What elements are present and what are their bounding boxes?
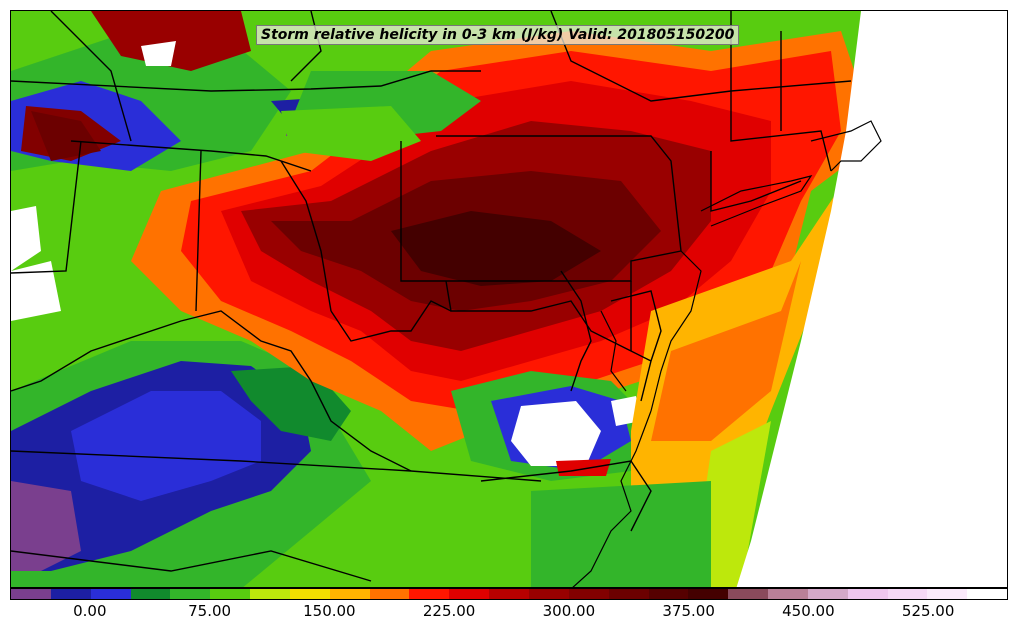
colorbar-segment xyxy=(528,589,569,599)
colorbar-segment xyxy=(807,589,848,599)
map-title: Storm relative helicity in 0-3 km (J/kg)… xyxy=(256,25,740,45)
colorbar-segment xyxy=(90,589,131,599)
chesapeake-region xyxy=(451,371,651,481)
colorbar-tick-label: 150.00 xyxy=(303,602,356,620)
colorbar-segment xyxy=(489,589,529,599)
colorbar-segment xyxy=(847,589,888,599)
colorbar-tick-label: 450.00 xyxy=(782,602,835,620)
colorbar-segment xyxy=(130,589,171,599)
colorbar-tick-label: 375.00 xyxy=(662,602,715,620)
political-borders xyxy=(11,11,852,582)
colorbar-segment xyxy=(250,589,290,599)
no-data-region xyxy=(736,11,1007,587)
colorbar-segment xyxy=(170,589,211,599)
colorbar-segment xyxy=(728,589,769,599)
atlantic-coast xyxy=(531,171,851,587)
colorbar-tick-label: 525.00 xyxy=(901,602,955,620)
colorbar-segment xyxy=(210,589,251,599)
colorbar-segment xyxy=(329,589,370,599)
colorbar-segment xyxy=(289,589,330,599)
helicity-map xyxy=(11,11,1007,587)
colorbar-segment xyxy=(409,589,450,599)
colorbar-segment xyxy=(568,589,609,599)
map-panel: Storm relative helicity in 0-3 km (J/kg)… xyxy=(10,10,1008,588)
colorbar-segment xyxy=(967,589,1008,599)
colorbar-segment xyxy=(608,589,649,599)
colorbar-segment xyxy=(50,589,91,599)
colorbar-tick-label: 225.00 xyxy=(422,602,476,620)
colorbar-segment xyxy=(688,589,729,599)
colorbar-labels: 0.00 75.00 150.00 225.00 300.00 375.00 450.00 5… xyxy=(10,602,1008,624)
colorbar-segment xyxy=(648,589,689,599)
colorbar-segment xyxy=(449,589,490,599)
coastline xyxy=(572,120,882,587)
colorbar-segment xyxy=(927,589,968,599)
colorbar-segment xyxy=(369,589,410,599)
colorbar-tick-label: 75.00 xyxy=(188,602,232,620)
colorbar-tick-label: 300.00 xyxy=(542,602,596,620)
colorbar-segment xyxy=(11,589,51,599)
colorbar-segment xyxy=(768,589,808,599)
colorbar-tick-label: 0.00 xyxy=(73,602,107,620)
colorbar xyxy=(10,588,1008,600)
colorbar-segment xyxy=(887,589,928,599)
